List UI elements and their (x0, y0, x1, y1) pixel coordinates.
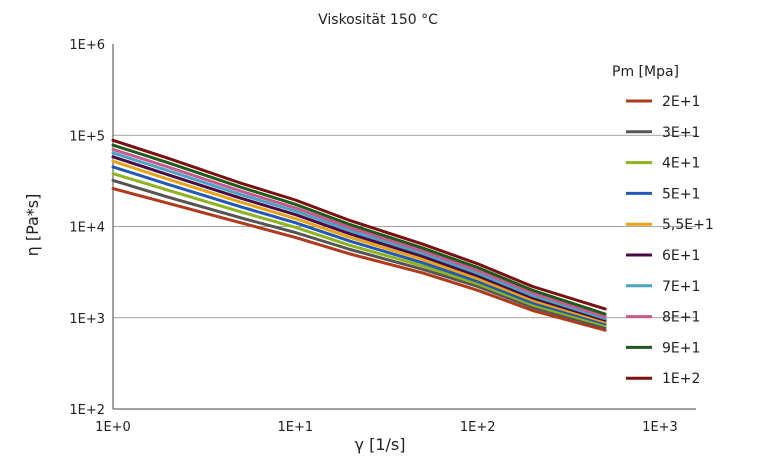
y-tick-label: 1E+5 (69, 129, 105, 144)
series-line (111, 151, 607, 321)
legend-title: Pm [Mpa] (612, 64, 679, 80)
x-tick-label: 1E+3 (642, 420, 678, 435)
legend-label: 6E+1 (662, 248, 700, 264)
legend-items: 2E+1 3E+1 4E+1 5E+1 5,5E+1 6E+1 7E+1 8E+1 9E+1 1E… (626, 94, 714, 387)
series-line (111, 178, 607, 330)
axes (112, 44, 696, 410)
legend-label: 5,5E+1 (662, 217, 714, 233)
tick-labels: 1E+2 1E+3 1E+4 1E+5 1E+6 1E+0 1E+1 1E+2 1E+3 (69, 38, 677, 435)
series-line (111, 143, 607, 316)
legend-label: 9E+1 (662, 340, 700, 356)
legend-label: 1E+2 (662, 371, 700, 387)
y-axis-title: η [Pa*s] (23, 194, 42, 257)
series-line (111, 172, 607, 328)
series-line (111, 138, 607, 311)
y-tick-label: 1E+3 (69, 312, 105, 327)
y-tick-label: 1E+2 (69, 403, 105, 418)
x-tick-label: 1E+1 (278, 420, 314, 435)
legend-label: 4E+1 (662, 156, 700, 172)
legend-label: 7E+1 (662, 279, 700, 295)
x-axis-title: γ [1/s] (355, 435, 406, 454)
chart-title: Viskosität 150 °C (318, 12, 438, 28)
x-tick-label: 1E+0 (95, 420, 131, 435)
series-line (111, 159, 607, 324)
y-tick-label: 1E+6 (69, 38, 105, 53)
series-line (111, 187, 607, 332)
gridlines (113, 134, 696, 319)
legend-label: 8E+1 (662, 310, 700, 326)
legend-label: 2E+1 (662, 94, 700, 110)
legend-label: 5E+1 (662, 186, 700, 202)
series-line (111, 165, 607, 326)
series-line (111, 155, 607, 322)
legend-label: 3E+1 (662, 125, 700, 141)
data-series (111, 138, 607, 332)
series-line (111, 147, 607, 319)
x-tick-label: 1E+2 (460, 420, 496, 435)
y-tick-label: 1E+4 (69, 221, 105, 236)
legend[interactable]: Pm [Mpa] 2E+1 3E+1 4E+1 5E+1 5,5E+1 6E+1 7E+1 8… (612, 64, 714, 387)
